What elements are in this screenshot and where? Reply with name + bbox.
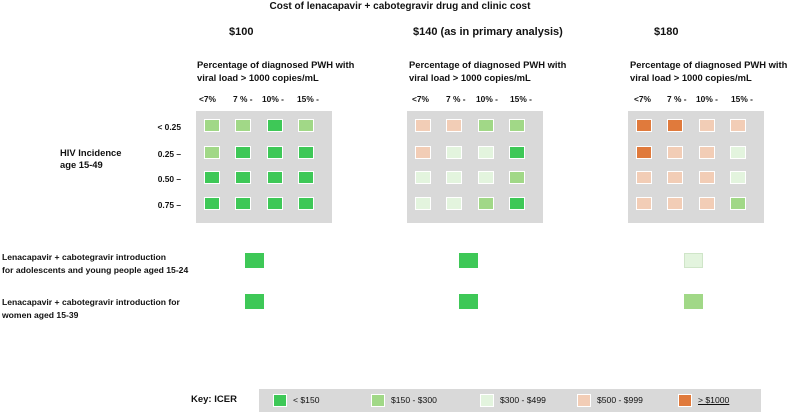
figure-title: Cost of lenacapavir + cabotegravir drug … [269,1,531,12]
grid-cell [415,171,431,184]
grid-cell [415,146,431,159]
viral-load-tick-10: 10% - [476,94,498,104]
grid-cell [267,197,283,210]
icer-cell-ayp-100 [245,253,264,268]
grid-cell [509,171,525,184]
grid-cell [478,197,494,210]
grid-cell [478,171,494,184]
grid-cell [298,146,314,159]
grid-cell [699,171,715,184]
key-label: $300 - $499 [500,395,546,405]
key-label: $500 - $999 [597,395,643,405]
grid-cell [204,119,220,132]
incidence-row-label: 0.50 – [157,174,181,184]
viral-load-header-2: Percentage of diagnosed PWH with viral l… [409,59,567,83]
viral-load-tick-lt7: <7% [412,94,429,104]
key-swatch [577,394,591,407]
grid-cell [446,146,462,159]
grid-cell [636,146,652,159]
price-label-100: $100 [229,26,254,38]
viral-load-tick-15: 15% - [510,94,532,104]
grid-cell [204,146,220,159]
viral-load-tick-10: 10% - [262,94,284,104]
grid-cell [509,197,525,210]
key-label: $150 - $300 [391,395,437,405]
grid-cell [478,119,494,132]
grid-cell [667,119,683,132]
viral-load-tick-7: 7 % - [667,94,687,104]
icer-cell-women-180 [684,294,703,309]
grid-cell [730,197,746,210]
key-swatch [678,394,692,407]
icer-cell-women-100 [245,294,264,309]
grid-cell [636,119,652,132]
key-swatch [371,394,385,407]
grid-cell [267,171,283,184]
key-label: < $150 [293,395,320,405]
grid-cell [446,119,462,132]
grid-cell [699,119,715,132]
grid-cell [636,171,652,184]
incidence-row-label: 0.75 – [157,200,181,210]
grid-cell [415,119,431,132]
grid-cell [298,171,314,184]
viral-load-tick-15: 15% - [731,94,753,104]
viral-load-tick-7: 7 % - [446,94,466,104]
icer-cell-ayp-180 [684,253,703,268]
icer-key: < $150 $150 - $300 $300 - $499 $500 - $9… [259,389,761,412]
grid-cell [699,146,715,159]
grid-cell [446,197,462,210]
icer-cell-ayp-140 [459,253,478,268]
key-label: > $1000 [698,395,730,405]
grid-cell [667,197,683,210]
grid-cell [267,119,283,132]
grid-cell [235,171,251,184]
grid-cell [267,146,283,159]
grid-cell [415,197,431,210]
hiv-incidence-label: HIV Incidence age 15-49 [60,147,122,170]
icer-grid-panel-100 [196,111,332,223]
grid-cell [730,146,746,159]
grid-cell [730,119,746,132]
grid-cell [478,146,494,159]
viral-load-tick-15: 15% - [297,94,319,104]
grid-cell [667,146,683,159]
grid-cell [298,119,314,132]
grid-cell [204,171,220,184]
grid-cell [204,197,220,210]
icer-grid-panel-180 [628,111,764,223]
grid-cell [730,171,746,184]
icer-grid-panel-140 [407,111,543,223]
grid-cell [235,119,251,132]
grid-cell [446,171,462,184]
key-swatch [480,394,494,407]
grid-cell [509,119,525,132]
grid-cell [636,197,652,210]
grid-cell [235,146,251,159]
viral-load-tick-7: 7 % - [233,94,253,104]
grid-cell [298,197,314,210]
grid-cell [699,197,715,210]
grid-cell [667,171,683,184]
price-label-180: $180 [654,26,679,38]
viral-load-header-3: Percentage of diagnosed PWH with viral l… [630,59,788,83]
incidence-row-label: 0.25 – [157,149,181,159]
icer-cell-women-140 [459,294,478,309]
viral-load-tick-lt7: <7% [634,94,651,104]
intro-ayp-label: Lenacapavir + cabotegravir introduction … [2,252,189,275]
viral-load-tick-lt7: <7% [199,94,216,104]
grid-cell [235,197,251,210]
grid-cell [509,146,525,159]
key-title: Key: ICER [191,394,237,405]
price-label-140: $140 (as in primary analysis) [413,26,563,38]
viral-load-header-1: Percentage of diagnosed PWH with viral l… [197,59,355,83]
intro-women-label: Lenacapavir + cabotegravir introduction … [2,297,180,320]
key-swatch [273,394,287,407]
incidence-row-label: < 0.25 [157,122,181,132]
viral-load-tick-10: 10% - [696,94,718,104]
